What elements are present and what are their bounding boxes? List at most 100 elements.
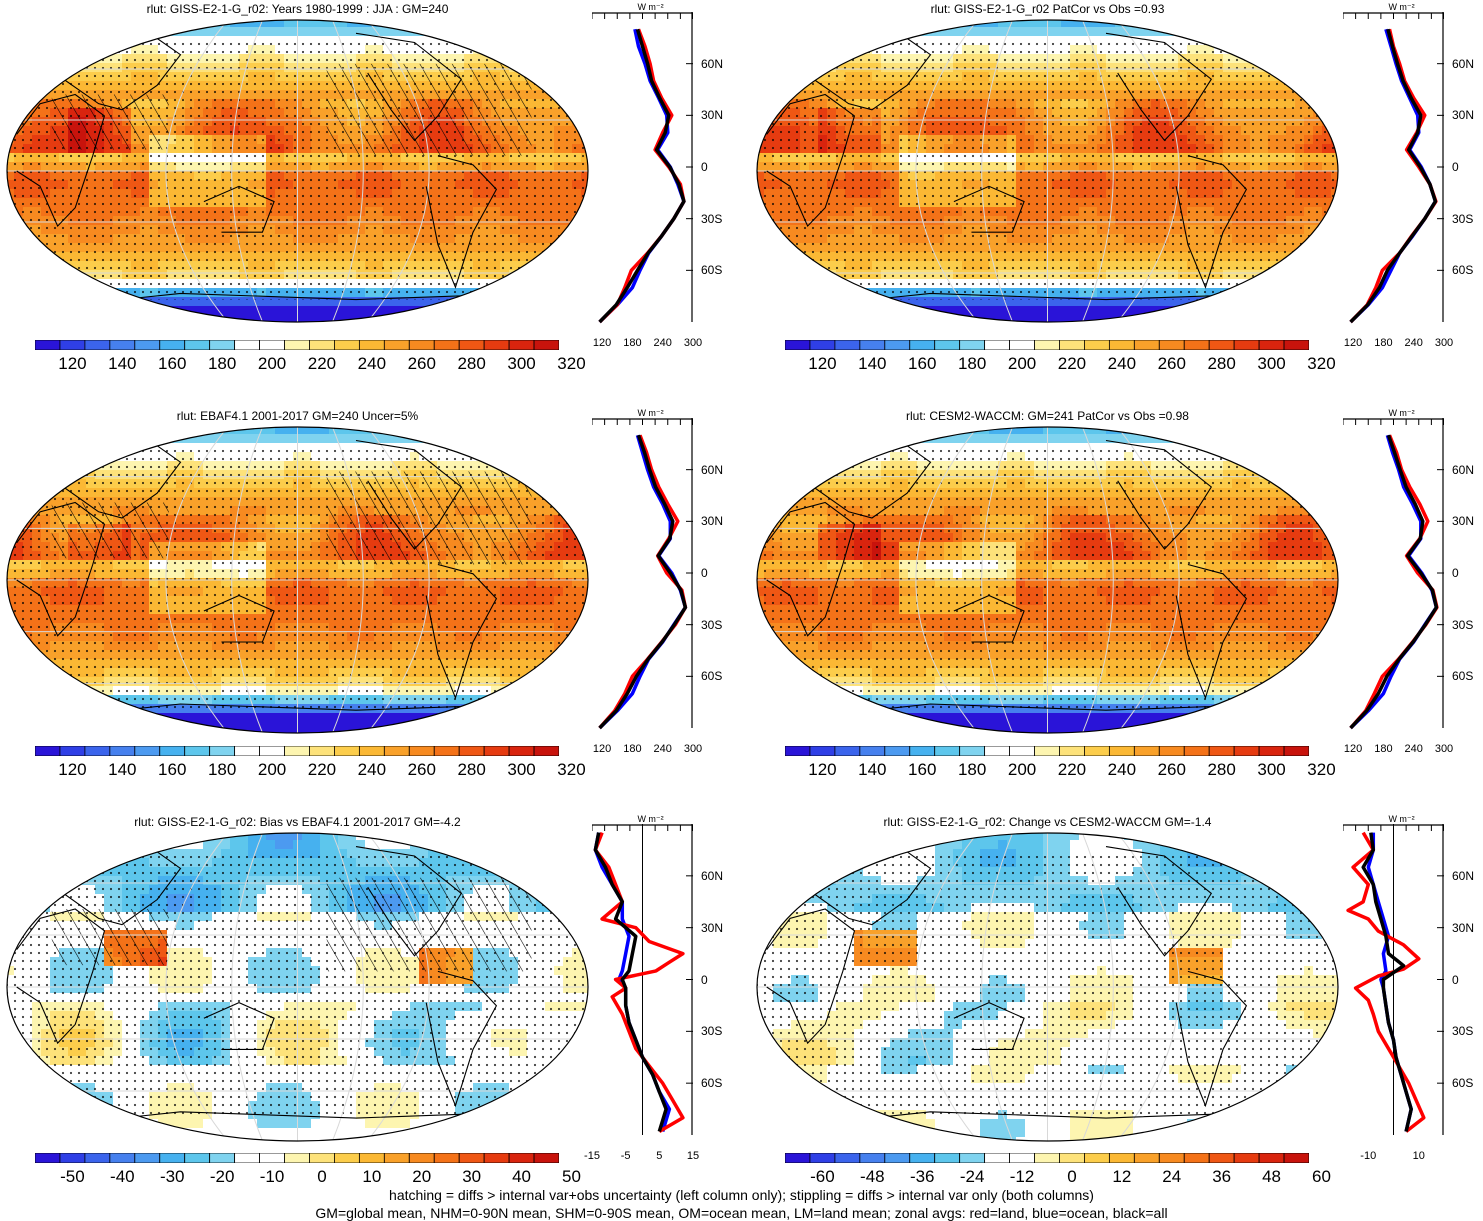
colorbar-swatch — [1258, 746, 1285, 756]
colorbar-swatch — [134, 1153, 161, 1163]
latitude-labels: 60N 30N 0 30S 60S — [701, 12, 741, 322]
colorbar-label: 20 — [412, 1167, 432, 1186]
latitude-label: 30S — [1452, 211, 1474, 226]
colorbar-swatch — [1059, 746, 1085, 756]
colorbar-label: 0 — [317, 1167, 327, 1186]
colorbar-labels: 120 140 160 180 200 220 240 260 280 300 320 — [35, 760, 585, 780]
colorbar-swatch — [358, 340, 385, 350]
colorbar-label: 200 — [1007, 760, 1037, 779]
colorbar-swatch — [984, 340, 1010, 350]
colorbar-label: -50 — [60, 1167, 85, 1186]
unit-label: W m⁻² — [1388, 408, 1415, 418]
map-title: rlut: EBAF4.1 2001-2017 GM=240 Uncer=5% — [176, 409, 419, 423]
colorbar-swatch — [408, 340, 435, 350]
colorbar-labels: -60 -48 -36 -24 -12 0 12 24 36 48 60 — [785, 1167, 1331, 1187]
colorbar-swatch — [909, 1153, 936, 1163]
colorbar-swatch — [834, 746, 861, 756]
colorbar-swatch — [433, 1153, 460, 1163]
colorbar-swatch — [234, 340, 260, 350]
colorbar-label: 200 — [257, 760, 287, 779]
colorbar-swatch — [1084, 340, 1110, 350]
zonal-line-land — [1346, 831, 1426, 1133]
unit-label: W m⁻² — [637, 2, 664, 12]
colorbar-swatch — [184, 1153, 211, 1163]
zonal-tick-label: 300 — [683, 743, 703, 755]
colorbar-swatch — [1009, 1153, 1035, 1163]
zonal-tick-label: -10 — [1360, 1150, 1377, 1162]
colorbar-swatch — [1233, 340, 1260, 350]
colorbar-swatch — [1133, 340, 1160, 350]
zonal-line-all — [1349, 434, 1439, 730]
colorbar-swatch — [533, 1153, 559, 1163]
footer-line-2: GM=global mean, NHM=0-90N mean, SHM=0-90… — [315, 1205, 1168, 1221]
zonal-tick-label: 180 — [1374, 337, 1393, 349]
colorbar-swatch — [1183, 340, 1210, 350]
zonal-line-ocean — [598, 28, 686, 324]
map-title: rlut: GISS-E2-1-G_r02: Years 1980-1999 :… — [146, 2, 449, 16]
colorbar-swatch — [1158, 340, 1185, 350]
colorbar-label: 48 — [1262, 1167, 1282, 1186]
colorbar-swatch — [84, 1153, 111, 1163]
colorbar-swatch — [1108, 340, 1135, 350]
colorbar-swatch — [834, 1153, 861, 1163]
map-title: rlut: GISS-E2-1-G_r02 PatCor vs Obs =0.9… — [930, 2, 1165, 16]
zonal-line-land — [1349, 434, 1439, 730]
colorbar-swatch — [334, 1153, 360, 1163]
zonal-mean-plot — [592, 418, 693, 730]
colorbar-label: 160 — [158, 760, 187, 779]
latitude-label: 30S — [701, 211, 723, 226]
colorbar-swatch — [209, 1153, 236, 1163]
latitude-label: 30N — [1452, 920, 1475, 935]
latitude-labels: 60N 30N 0 30S 60S — [701, 418, 741, 728]
colorbar-label: 30 — [462, 1167, 482, 1186]
zonal-line-all — [593, 832, 668, 1133]
colorbar-swatch — [1108, 1153, 1135, 1163]
latitude-label: 30S — [1452, 617, 1474, 632]
colorbar-swatch — [134, 340, 161, 350]
zonal-tick-labels: 120 180 240 300 — [1343, 337, 1453, 351]
zonal-mean-plot — [592, 824, 693, 1135]
colorbar-label: 120 — [58, 760, 87, 779]
latitude-labels: 60N 30N 0 30S 60S — [701, 824, 741, 1135]
colorbar-swatch — [35, 1153, 61, 1163]
zonal-line-all — [598, 434, 688, 730]
colorbar-label: 240 — [357, 354, 387, 373]
latitude-label: 60S — [1452, 263, 1474, 278]
colorbar-swatch — [809, 340, 836, 350]
colorbar-label: 180 — [957, 354, 987, 373]
colorbar-swatch — [1208, 746, 1235, 756]
latitude-label: 0 — [1452, 160, 1459, 174]
colorbar-swatch — [1108, 746, 1135, 756]
zonal-line-land — [598, 434, 688, 730]
zonal-tick-labels: 120 180 240 300 — [1343, 743, 1453, 757]
colorbar-swatch — [934, 340, 961, 350]
colorbar-swatch — [984, 1153, 1010, 1163]
colorbar-swatch — [35, 746, 61, 756]
colorbar-label: -48 — [860, 1167, 885, 1186]
colorbar-swatch — [309, 746, 335, 756]
colorbar-swatch — [284, 1153, 310, 1163]
colorbar-label: 240 — [1107, 354, 1137, 373]
colorbar-swatch — [1084, 746, 1110, 756]
colorbar-label: 260 — [1157, 760, 1186, 779]
colorbar-swatch — [959, 1153, 986, 1163]
colorbar-labels: 120 140 160 180 200 220 240 260 280 300 320 — [785, 354, 1335, 374]
colorbar-labels: 120 140 160 180 200 220 240 260 280 300 320 — [785, 760, 1335, 780]
colorbar-swatch — [159, 746, 186, 756]
colorbar-swatch — [383, 340, 410, 350]
colorbar-label: 300 — [1257, 760, 1286, 779]
colorbar-swatch — [109, 746, 136, 756]
colorbar-swatch — [909, 746, 936, 756]
zonal-tick-label: 300 — [1434, 337, 1454, 349]
colorbar-swatch — [1009, 340, 1035, 350]
colorbar-label: 40 — [512, 1167, 532, 1186]
colorbar-swatch — [84, 746, 111, 756]
zonal-tick-label: -15 — [584, 1150, 600, 1162]
map-title: rlut: CESM2-WACCM: GM=241 PatCor vs Obs … — [906, 409, 1189, 423]
latitude-label: 0 — [701, 972, 708, 987]
colorbar-swatch — [785, 746, 811, 756]
colorbar-label: 240 — [1107, 760, 1137, 779]
colorbar-label: -30 — [159, 1167, 185, 1186]
colorbar-swatch — [458, 1153, 485, 1163]
colorbar-swatch — [909, 340, 936, 350]
